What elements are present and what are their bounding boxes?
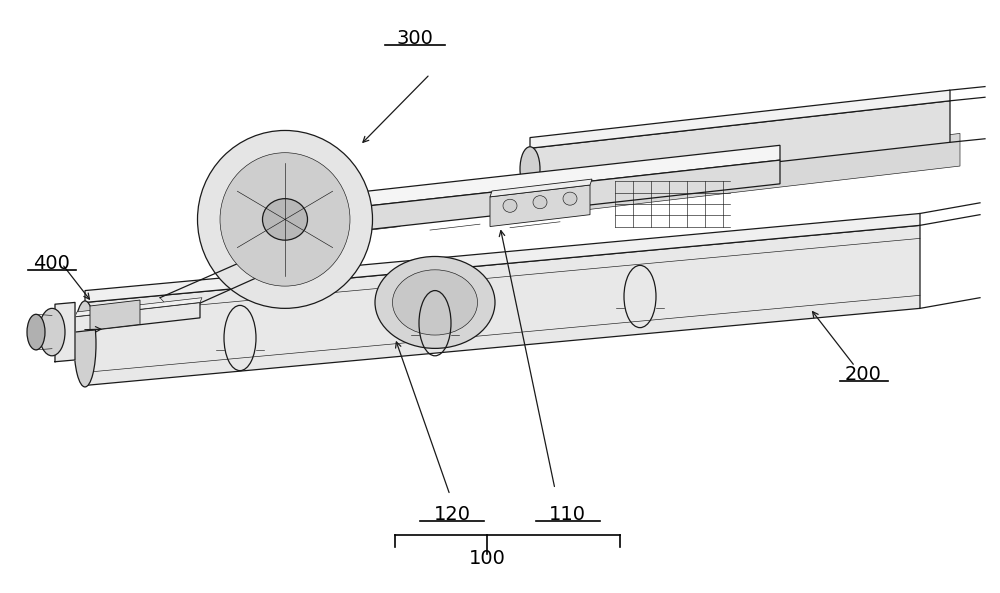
Polygon shape (85, 225, 920, 385)
Polygon shape (85, 213, 920, 302)
Polygon shape (300, 145, 780, 213)
Text: 400: 400 (34, 254, 70, 273)
Ellipse shape (198, 130, 372, 308)
Text: 200: 200 (845, 365, 881, 384)
Ellipse shape (74, 301, 96, 387)
Ellipse shape (503, 199, 517, 212)
Polygon shape (90, 300, 140, 330)
Ellipse shape (533, 196, 547, 209)
Ellipse shape (262, 199, 308, 240)
Polygon shape (530, 101, 950, 190)
Ellipse shape (520, 146, 540, 191)
Polygon shape (300, 160, 780, 237)
Polygon shape (530, 90, 950, 148)
Ellipse shape (27, 314, 45, 350)
Text: 300: 300 (397, 29, 433, 48)
Polygon shape (580, 133, 960, 211)
Polygon shape (75, 298, 202, 317)
Polygon shape (55, 302, 75, 362)
Ellipse shape (392, 270, 478, 335)
Text: 110: 110 (548, 505, 586, 524)
Ellipse shape (39, 308, 65, 356)
Text: 100: 100 (469, 549, 505, 568)
Polygon shape (490, 185, 590, 227)
Polygon shape (295, 199, 300, 237)
Ellipse shape (220, 153, 350, 286)
Polygon shape (490, 179, 592, 197)
Ellipse shape (563, 192, 577, 205)
Ellipse shape (375, 257, 495, 349)
Polygon shape (75, 302, 200, 332)
Text: 120: 120 (434, 505, 471, 524)
